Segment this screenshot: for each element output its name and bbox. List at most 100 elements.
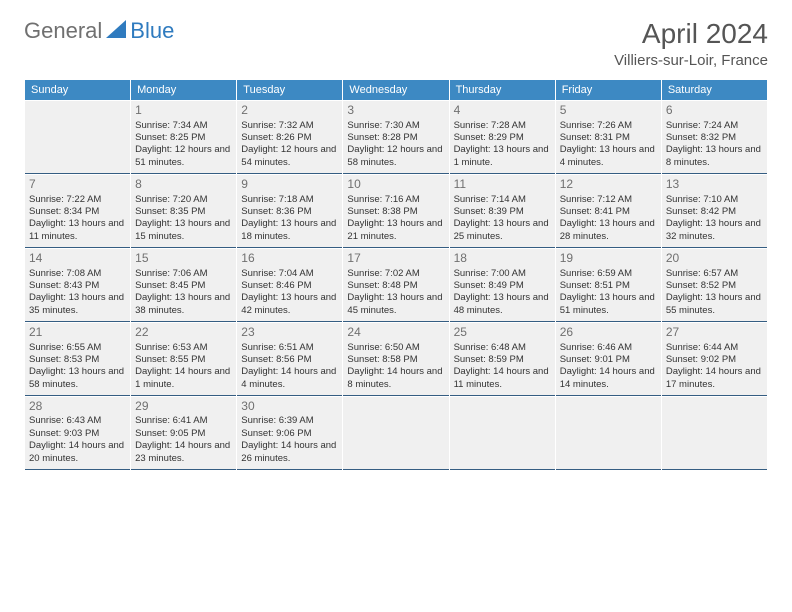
daylight-text: Daylight: 13 hours and 55 minutes. (666, 292, 763, 317)
calendar-table: Sunday Monday Tuesday Wednesday Thursday… (24, 79, 768, 471)
day-number: 17 (347, 251, 444, 267)
sunrise-text: Sunrise: 7:12 AM (560, 194, 657, 206)
calendar-day-cell: 10Sunrise: 7:16 AMSunset: 8:38 PMDayligh… (343, 175, 448, 248)
day-number: 12 (560, 177, 657, 193)
day-number: 26 (560, 325, 657, 341)
sunset-text: Sunset: 9:06 PM (241, 428, 338, 440)
calendar-day-cell: 26Sunrise: 6:46 AMSunset: 9:01 PMDayligh… (556, 323, 661, 396)
daylight-text: Daylight: 13 hours and 21 minutes. (347, 218, 444, 243)
calendar-week-row: 14Sunrise: 7:08 AMSunset: 8:43 PMDayligh… (25, 249, 767, 322)
day-number: 6 (666, 103, 763, 119)
calendar-day-cell: 28Sunrise: 6:43 AMSunset: 9:03 PMDayligh… (25, 397, 130, 470)
calendar-day-cell: 22Sunrise: 6:53 AMSunset: 8:55 PMDayligh… (131, 323, 236, 396)
day-number: 24 (347, 325, 444, 341)
sunrise-text: Sunrise: 7:16 AM (347, 194, 444, 206)
day-number: 27 (666, 325, 763, 341)
daylight-text: Daylight: 13 hours and 35 minutes. (29, 292, 126, 317)
calendar-week-row: 1Sunrise: 7:34 AMSunset: 8:25 PMDaylight… (25, 101, 767, 174)
calendar-day-cell: 5Sunrise: 7:26 AMSunset: 8:31 PMDaylight… (556, 101, 661, 174)
calendar-body: 1Sunrise: 7:34 AMSunset: 8:25 PMDaylight… (25, 101, 767, 470)
day-number: 8 (135, 177, 232, 193)
daylight-text: Daylight: 13 hours and 4 minutes. (560, 144, 657, 169)
daylight-text: Daylight: 13 hours and 38 minutes. (135, 292, 232, 317)
daylight-text: Daylight: 13 hours and 51 minutes. (560, 292, 657, 317)
calendar-week-row: 28Sunrise: 6:43 AMSunset: 9:03 PMDayligh… (25, 397, 767, 470)
calendar-day-cell: 17Sunrise: 7:02 AMSunset: 8:48 PMDayligh… (343, 249, 448, 322)
sunrise-text: Sunrise: 7:22 AM (29, 194, 126, 206)
logo-text-gray: General (24, 18, 102, 44)
sunset-text: Sunset: 8:43 PM (29, 280, 126, 292)
sunset-text: Sunset: 8:45 PM (135, 280, 232, 292)
sunrise-text: Sunrise: 7:34 AM (135, 120, 232, 132)
day-number: 2 (241, 103, 338, 119)
day-number: 9 (241, 177, 338, 193)
sunset-text: Sunset: 9:02 PM (666, 354, 763, 366)
day-number: 1 (135, 103, 232, 119)
sunrise-text: Sunrise: 7:26 AM (560, 120, 657, 132)
calendar-day-cell: 27Sunrise: 6:44 AMSunset: 9:02 PMDayligh… (662, 323, 767, 396)
sunset-text: Sunset: 8:38 PM (347, 206, 444, 218)
sunrise-text: Sunrise: 7:10 AM (666, 194, 763, 206)
sunrise-text: Sunrise: 6:43 AM (29, 415, 126, 427)
day-number: 14 (29, 251, 126, 267)
logo-triangle-icon (106, 20, 126, 43)
daylight-text: Daylight: 12 hours and 51 minutes. (135, 144, 232, 169)
sunset-text: Sunset: 8:39 PM (454, 206, 551, 218)
day-number: 23 (241, 325, 338, 341)
weekday-header: Thursday (450, 80, 555, 100)
sunset-text: Sunset: 8:53 PM (29, 354, 126, 366)
calendar-day-cell (25, 101, 130, 174)
sunset-text: Sunset: 8:58 PM (347, 354, 444, 366)
calendar-day-cell: 30Sunrise: 6:39 AMSunset: 9:06 PMDayligh… (237, 397, 342, 470)
day-number: 13 (666, 177, 763, 193)
calendar-day-cell: 11Sunrise: 7:14 AMSunset: 8:39 PMDayligh… (450, 175, 555, 248)
calendar-day-cell: 29Sunrise: 6:41 AMSunset: 9:05 PMDayligh… (131, 397, 236, 470)
sunset-text: Sunset: 8:31 PM (560, 132, 657, 144)
sunrise-text: Sunrise: 6:44 AM (666, 342, 763, 354)
day-number: 7 (29, 177, 126, 193)
weekday-header: Sunday (25, 80, 130, 100)
calendar-day-cell: 3Sunrise: 7:30 AMSunset: 8:28 PMDaylight… (343, 101, 448, 174)
calendar-day-cell (343, 397, 448, 470)
sunset-text: Sunset: 8:48 PM (347, 280, 444, 292)
day-number: 28 (29, 399, 126, 415)
calendar-day-cell: 15Sunrise: 7:06 AMSunset: 8:45 PMDayligh… (131, 249, 236, 322)
sunrise-text: Sunrise: 7:28 AM (454, 120, 551, 132)
sunset-text: Sunset: 8:32 PM (666, 132, 763, 144)
day-number: 18 (454, 251, 551, 267)
title-block: April 2024 Villiers-sur-Loir, France (614, 18, 768, 69)
sunrise-text: Sunrise: 6:53 AM (135, 342, 232, 354)
sunset-text: Sunset: 9:03 PM (29, 428, 126, 440)
calendar-day-cell: 6Sunrise: 7:24 AMSunset: 8:32 PMDaylight… (662, 101, 767, 174)
calendar-day-cell (662, 397, 767, 470)
sunset-text: Sunset: 8:36 PM (241, 206, 338, 218)
daylight-text: Daylight: 13 hours and 32 minutes. (666, 218, 763, 243)
sunrise-text: Sunrise: 7:20 AM (135, 194, 232, 206)
sunset-text: Sunset: 8:29 PM (454, 132, 551, 144)
calendar-day-cell: 16Sunrise: 7:04 AMSunset: 8:46 PMDayligh… (237, 249, 342, 322)
daylight-text: Daylight: 13 hours and 15 minutes. (135, 218, 232, 243)
weekday-header: Tuesday (237, 80, 342, 100)
sunrise-text: Sunrise: 7:08 AM (29, 268, 126, 280)
daylight-text: Daylight: 13 hours and 8 minutes. (666, 144, 763, 169)
weekday-header: Wednesday (343, 80, 448, 100)
calendar-day-cell: 7Sunrise: 7:22 AMSunset: 8:34 PMDaylight… (25, 175, 130, 248)
day-number: 30 (241, 399, 338, 415)
month-title: April 2024 (614, 18, 768, 50)
daylight-text: Daylight: 13 hours and 58 minutes. (29, 366, 126, 391)
weekday-header: Friday (556, 80, 661, 100)
daylight-text: Daylight: 14 hours and 14 minutes. (560, 366, 657, 391)
daylight-text: Daylight: 13 hours and 18 minutes. (241, 218, 338, 243)
sunrise-text: Sunrise: 6:41 AM (135, 415, 232, 427)
daylight-text: Daylight: 13 hours and 1 minute. (454, 144, 551, 169)
day-number: 16 (241, 251, 338, 267)
sunrise-text: Sunrise: 6:51 AM (241, 342, 338, 354)
daylight-text: Daylight: 13 hours and 25 minutes. (454, 218, 551, 243)
sunset-text: Sunset: 8:56 PM (241, 354, 338, 366)
sunrise-text: Sunrise: 6:39 AM (241, 415, 338, 427)
day-number: 22 (135, 325, 232, 341)
logo-text-blue: Blue (130, 18, 174, 44)
sunset-text: Sunset: 9:05 PM (135, 428, 232, 440)
daylight-text: Daylight: 14 hours and 1 minute. (135, 366, 232, 391)
sunrise-text: Sunrise: 6:46 AM (560, 342, 657, 354)
